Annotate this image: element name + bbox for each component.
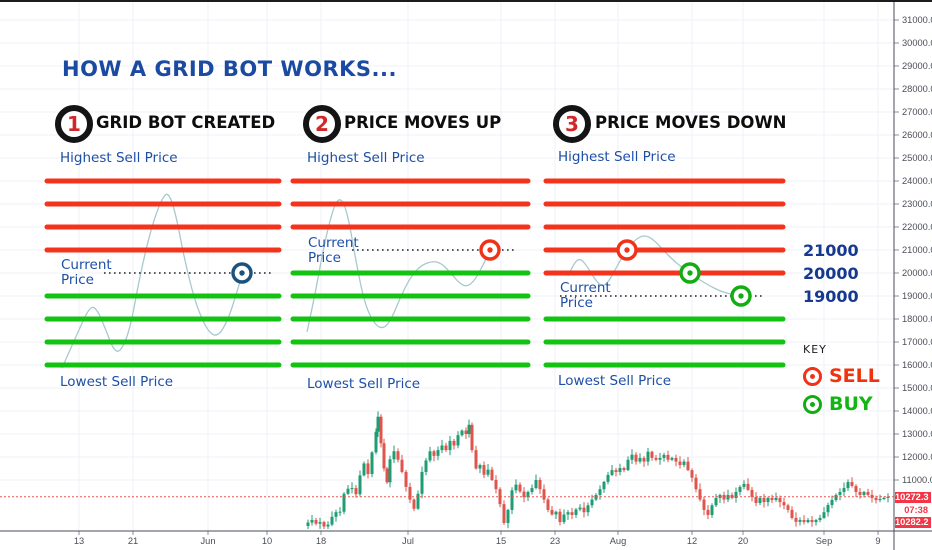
time-tick-label: Jun [200,536,216,546]
price-tick-label: 24000.0 [902,175,932,186]
time-tick-label: Jul [402,536,414,546]
price-squiggle [567,235,741,297]
price-tick-label: 22000.0 [902,221,932,232]
price-tick-label: 23000.0 [902,198,932,209]
time-tick-label: 21 [127,536,139,546]
candlestick-series [306,411,890,529]
time-axis[interactable]: 13 21 Jun 10 18 Jul 15 23 Aug 12 20 Sep 9 [0,531,932,550]
price-tick-label: 13000.0 [902,428,932,439]
price-squiggle [306,199,490,333]
grid-bot-drawings [44,178,786,369]
window-top-border [0,0,932,2]
price-tick-label: 31000.0 [902,14,932,25]
time-tick-label: 12 [686,536,698,546]
price-tick-label: 26000.0 [902,129,932,140]
price-axis[interactable]: 10272.3 07:38 10282.2 31000.0 30000.0 2900… [894,0,932,550]
time-tick-label: Aug [609,536,627,546]
time-tick-label: 10 [261,536,273,546]
time-tick-label: 18 [315,536,327,546]
price-tick-label: 19000.0 [902,290,932,301]
price-tick-label: 21000.0 [902,244,932,255]
countdown-badge: 07:38 [904,505,931,516]
price-tick-label: 27000.0 [902,106,932,117]
time-tick-label: 13 [73,536,85,546]
price-tick-label: 29000.0 [902,60,932,71]
price-tick-label: 30000.0 [902,37,932,48]
price-tick-label: 15000.0 [902,382,932,393]
price-tick-label: 16000.0 [902,359,932,370]
second-price-badge: 10282.2 [895,517,931,528]
time-tick-label: 9 [875,536,881,546]
time-tick-label: 23 [549,536,561,546]
price-tick-label: 28000.0 [902,83,932,94]
price-tick-label: 20000.0 [902,267,932,278]
price-tick-label: 14000.0 [902,405,932,416]
time-tick-label: 15 [495,536,507,546]
price-tick-label: 25000.0 [902,152,932,163]
price-tick-label: 11000.0 [902,474,932,485]
last-price-badge: 10272.3 [895,492,931,503]
price-tick-label: 18000.0 [902,313,932,324]
price-tick-label: 17000.0 [902,336,932,347]
time-tick-label: Sep [815,536,833,546]
time-tick-label: 20 [737,536,749,546]
price-tick-label: 12000.0 [902,451,932,462]
